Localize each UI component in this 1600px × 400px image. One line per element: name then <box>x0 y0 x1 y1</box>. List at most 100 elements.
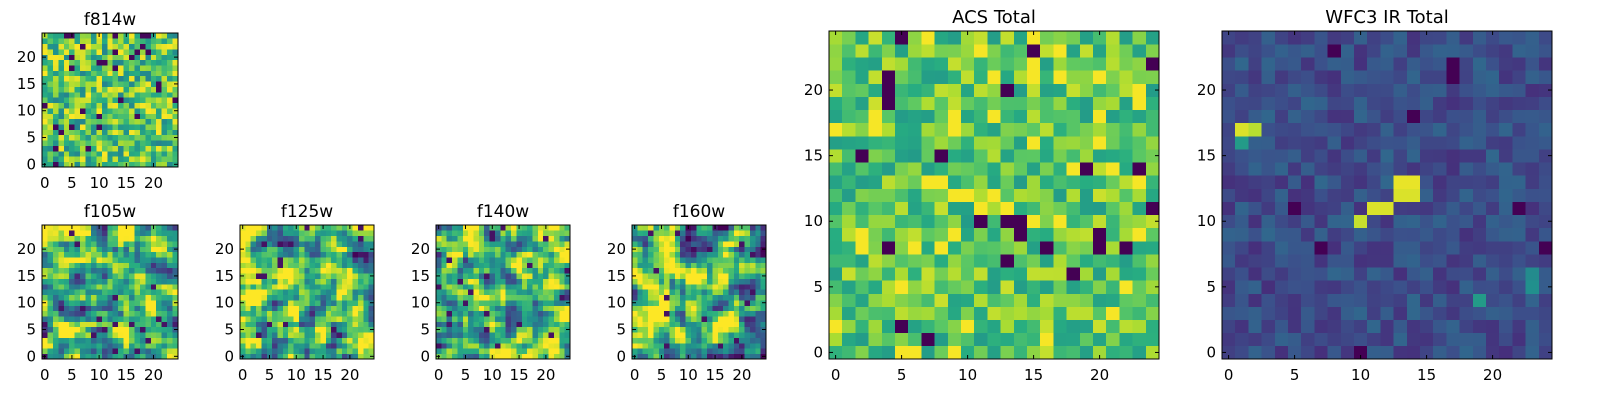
acs-total-cell <box>855 57 869 71</box>
wfc3-ir-total-cell <box>1340 332 1355 347</box>
f125w-cell <box>256 321 262 328</box>
acs-total-cell <box>1132 96 1147 111</box>
f140w-cell <box>543 289 549 296</box>
f814w-cell <box>156 81 163 87</box>
f105w-cell <box>145 225 152 231</box>
f814w-cell <box>90 145 97 152</box>
f814w-cell <box>139 140 146 146</box>
f105w-cell <box>52 337 59 344</box>
f140w-cell <box>478 321 485 328</box>
wfc3-ir-total-cell <box>1301 162 1315 176</box>
f160w-cell <box>728 326 735 333</box>
f140w-cell <box>446 251 453 258</box>
f125w-cell <box>368 278 375 285</box>
f105w-cell <box>156 251 163 258</box>
f125w-cell <box>293 305 300 312</box>
f814w-cell <box>74 65 81 71</box>
f140w-cell <box>436 305 442 312</box>
wfc3-ir-total-cell <box>1420 319 1434 334</box>
wfc3-ir-total-cell <box>1406 83 1421 97</box>
acs-total-cell <box>1000 306 1015 320</box>
f160w-cell <box>760 305 767 312</box>
f125w-cell <box>368 257 375 263</box>
f125w-cell <box>363 278 369 285</box>
f160w-cell <box>690 225 697 231</box>
f125w-cell <box>309 326 316 333</box>
f125w-cell <box>357 305 364 312</box>
f140w-cell <box>532 326 539 333</box>
acs-total-cell <box>1013 227 1028 242</box>
acs-total-cell <box>1119 345 1133 360</box>
f814w-cell <box>123 145 130 152</box>
acs-total-cell <box>1079 31 1094 45</box>
f814w-cell <box>156 49 163 55</box>
acs-total-cell <box>934 254 949 268</box>
wfc3-ir-total-cell <box>1261 306 1276 320</box>
f105w-cell <box>172 262 179 269</box>
f105w-cell <box>161 353 168 360</box>
f140w-cell <box>516 326 523 333</box>
wfc3-ir-total-cell <box>1301 240 1315 255</box>
f160w-cell <box>733 251 740 258</box>
acs-total-cell <box>881 162 896 176</box>
acs-total-cell <box>842 96 856 111</box>
f105w-cell <box>96 300 103 306</box>
acs-total-cell <box>842 135 856 150</box>
f140w-cell <box>484 300 490 306</box>
f105w-cell <box>134 289 141 296</box>
f814w-cell <box>90 70 97 77</box>
f140w-cell <box>553 262 560 269</box>
f814w-cell <box>96 97 103 104</box>
f140w-cell <box>484 321 490 328</box>
f814w-cell <box>90 86 97 93</box>
wfc3-ir-total-cell <box>1446 44 1460 58</box>
wfc3-ir-total-cell <box>1274 332 1289 347</box>
f105w-cell <box>161 294 168 301</box>
acs-total-cell <box>921 135 935 150</box>
f814w-cell <box>112 134 119 141</box>
f105w-cell <box>167 267 173 274</box>
f140w-cell <box>505 246 512 253</box>
wfc3-ir-total-cell <box>1340 227 1355 242</box>
f105w-cell <box>139 316 146 322</box>
f105w-cell <box>69 300 75 306</box>
f105w-cell <box>107 262 114 269</box>
f125w-cell <box>298 278 305 285</box>
f160w-cell <box>664 278 670 285</box>
f140w-cell <box>468 310 474 317</box>
f105w-cell <box>134 262 141 269</box>
f160w-cell <box>712 230 719 237</box>
f160w-cell <box>749 251 756 258</box>
f814w-cell <box>139 38 146 45</box>
f160w-cell <box>717 225 724 231</box>
f160w-cell <box>701 332 708 338</box>
f105w-cell <box>145 235 152 242</box>
wfc3-ir-total-cell <box>1327 188 1342 202</box>
f814w-cell <box>123 118 130 125</box>
wfc3-ir-total-cell <box>1248 319 1262 334</box>
wfc3-ir-total-cell <box>1274 319 1289 334</box>
acs-total-cell <box>1079 280 1094 294</box>
wfc3-ir-total-cell <box>1433 214 1447 229</box>
f160w-cell <box>739 251 745 258</box>
f814w-cell <box>156 86 163 93</box>
f160w-cell <box>664 326 670 333</box>
f160w-cell <box>696 257 703 263</box>
f814w-cell <box>69 113 75 120</box>
f105w-cell <box>80 289 86 296</box>
f160w-cell <box>717 300 724 306</box>
acs-total-cell <box>1066 31 1081 45</box>
acs-total-cell <box>921 188 935 202</box>
acs-total-cell <box>908 57 922 71</box>
wfc3-ir-total-cell <box>1393 293 1408 307</box>
f140w-cell <box>446 305 453 312</box>
f814w-cell <box>172 97 179 104</box>
f105w-cell <box>123 342 130 349</box>
f125w-cell <box>256 332 262 338</box>
f160w-cell <box>739 241 745 247</box>
acs-total-cell <box>934 332 949 347</box>
f814w-cell <box>58 70 65 77</box>
wfc3-ir-total-cell <box>1327 254 1342 268</box>
f105w-cell <box>96 278 103 285</box>
acs-total-cell <box>1053 96 1067 111</box>
